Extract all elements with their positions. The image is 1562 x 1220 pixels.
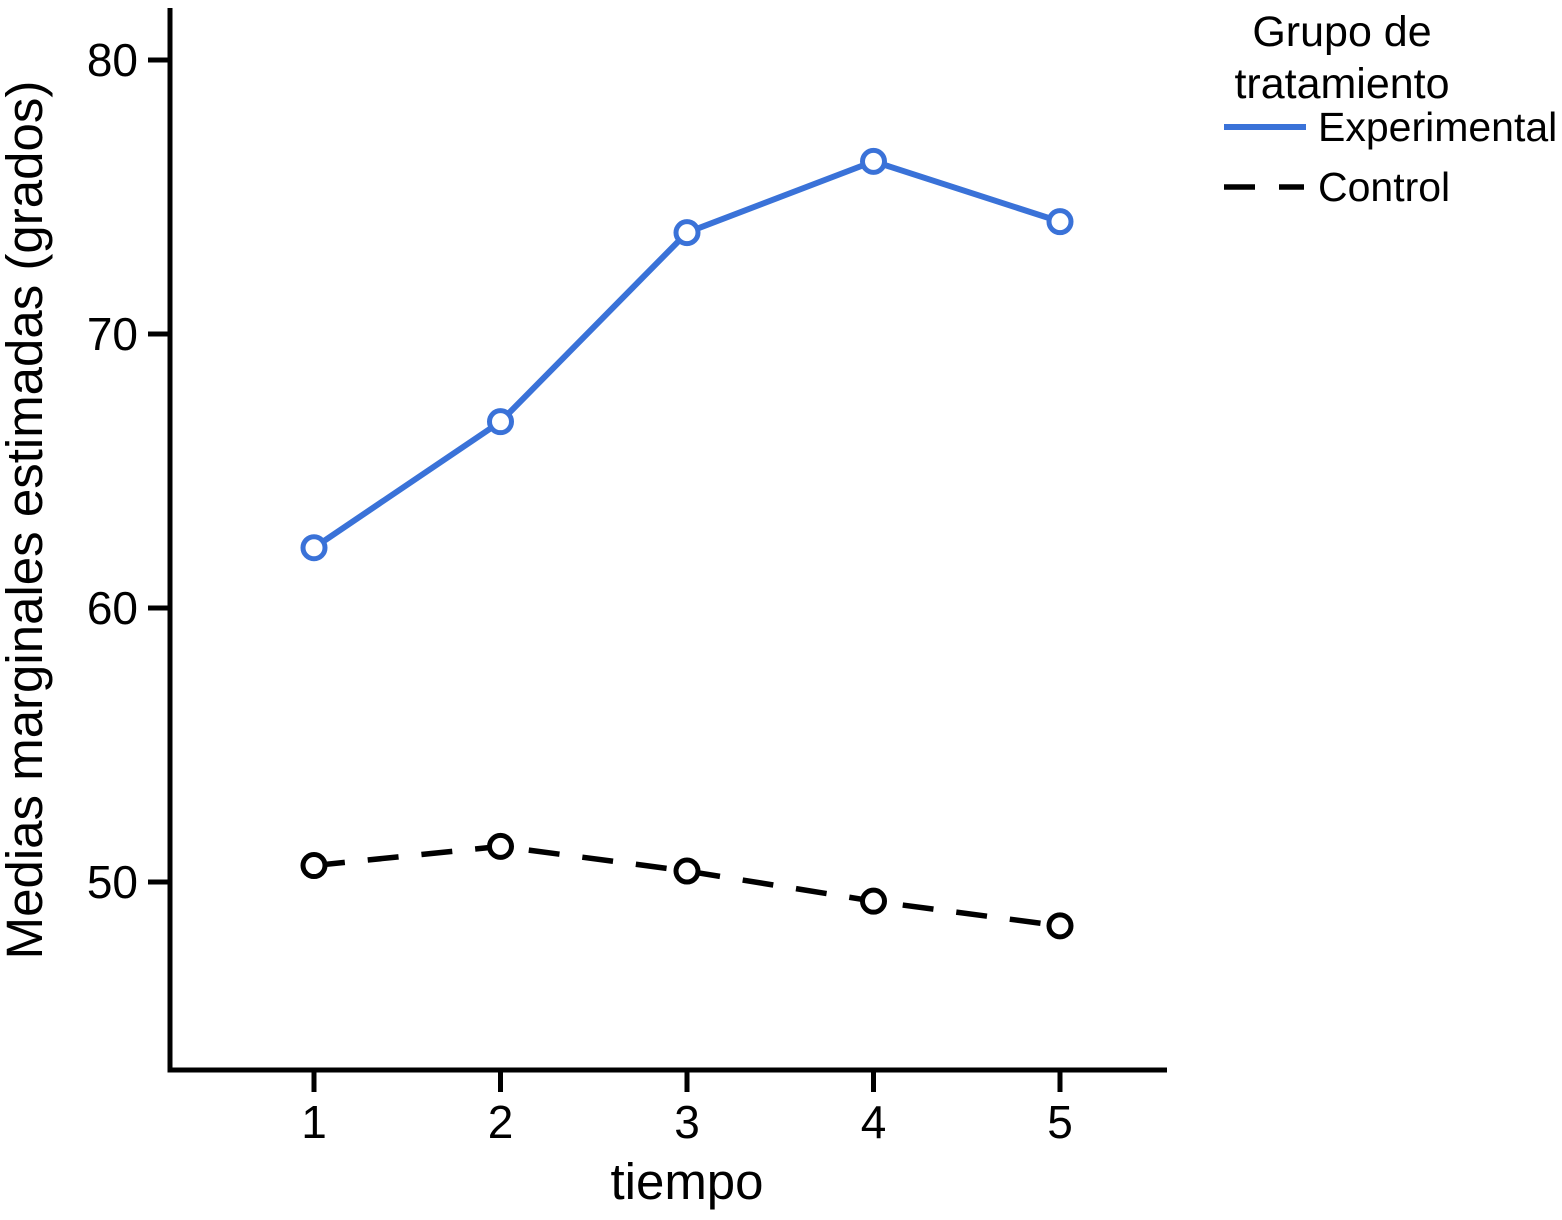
- legend: Grupo de tratamiento Experimental Contro…: [1224, 8, 1557, 210]
- y-tick-label: 60: [87, 582, 138, 634]
- axes-layer: 80 70 60 50 1 2 3 4 5: [87, 8, 1167, 1148]
- y-tick-label: 70: [87, 308, 138, 360]
- x-tick-label: 4: [861, 1096, 887, 1148]
- data-point-marker-control: [673, 857, 701, 885]
- y-tick-label: 80: [87, 34, 138, 86]
- y-axis-title: Medias marginales estimadas (grados): [0, 81, 53, 960]
- legend-title-line-2: tratamiento: [1234, 60, 1449, 108]
- series-control-line: [313, 843, 1061, 929]
- data-point-marker-experimental: [487, 408, 514, 436]
- x-axis-title: tiempo: [610, 1153, 763, 1210]
- x-tick-label: 5: [1047, 1096, 1073, 1148]
- data-point-marker-experimental: [1046, 208, 1074, 236]
- x-tick-label: 1: [301, 1096, 327, 1148]
- data-point-marker-control: [1046, 912, 1074, 940]
- data-point-marker-control: [487, 832, 514, 860]
- x-tick-label: 3: [674, 1096, 700, 1148]
- legend-control-label: Control: [1318, 164, 1450, 210]
- data-point-marker-experimental: [673, 219, 701, 247]
- x-tick-label: 2: [488, 1096, 514, 1148]
- series-layer: [300, 147, 1074, 940]
- legend-experimental-label: Experimental: [1318, 104, 1557, 150]
- data-point-marker-experimental: [300, 534, 328, 562]
- y-tick-label: 50: [87, 856, 138, 908]
- legend-title-line-1: Grupo de: [1252, 8, 1431, 56]
- data-point-marker-control: [300, 852, 328, 880]
- data-point-marker-experimental: [860, 147, 887, 175]
- data-point-marker-control: [860, 887, 887, 915]
